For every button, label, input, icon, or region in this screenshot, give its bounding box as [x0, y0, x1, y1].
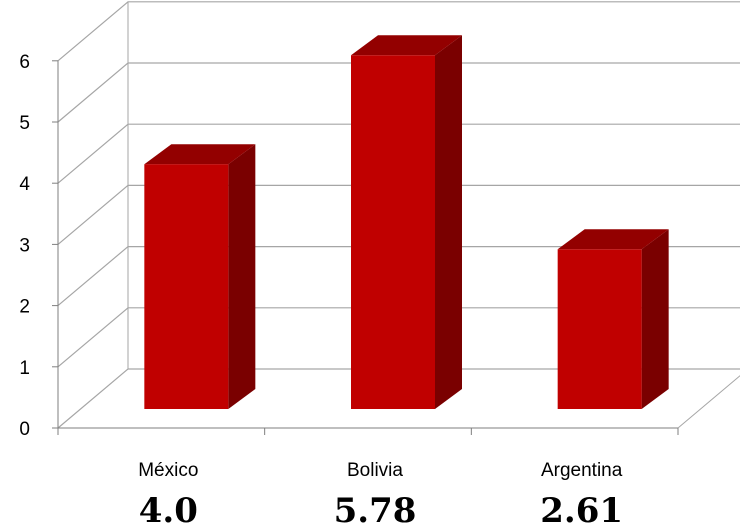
category-label: Bolivia	[347, 460, 403, 481]
bar-bolivia	[351, 35, 462, 409]
gridline	[57, 246, 740, 307]
bar-top	[144, 144, 256, 165]
gridline	[57, 307, 740, 368]
y-tick-label: 1	[19, 358, 30, 379]
gridline	[57, 1, 740, 62]
bar-argentina	[557, 229, 669, 409]
category-label: México	[138, 460, 198, 481]
bar-top	[557, 229, 669, 250]
bar-top	[351, 35, 462, 56]
bar-front	[144, 164, 229, 409]
gridline	[57, 368, 740, 429]
chart-bars	[144, 35, 669, 409]
chart-axes	[52, 60, 679, 435]
bar-side	[641, 229, 669, 409]
value-label: 5.78	[334, 491, 417, 529]
y-tick-label: 3	[19, 235, 30, 256]
bar-side	[435, 35, 462, 409]
gridline	[57, 123, 740, 184]
bar-front	[351, 55, 435, 409]
y-tick-label: 5	[19, 113, 30, 134]
value-label: 2.61	[540, 491, 623, 529]
y-tick-label: 4	[19, 174, 30, 195]
y-tick-label: 2	[19, 297, 30, 318]
y-tick-label: 0	[19, 419, 30, 440]
y-tick-label: 6	[19, 52, 30, 73]
value-label: 4.0	[139, 491, 198, 529]
gridline	[57, 62, 740, 123]
bar-front	[557, 249, 642, 409]
category-label: Argentina	[541, 460, 623, 481]
gridline	[57, 184, 740, 245]
floor-right-edge	[677, 375, 740, 429]
bar-side	[228, 144, 256, 409]
bar-mxico	[144, 144, 256, 409]
chart-gridlines	[57, 1, 740, 429]
chart-labels: 0 1 2 3 4 5 6 México 4.0 Bolivia 5.78 Argentina 2.61	[19, 52, 623, 529]
